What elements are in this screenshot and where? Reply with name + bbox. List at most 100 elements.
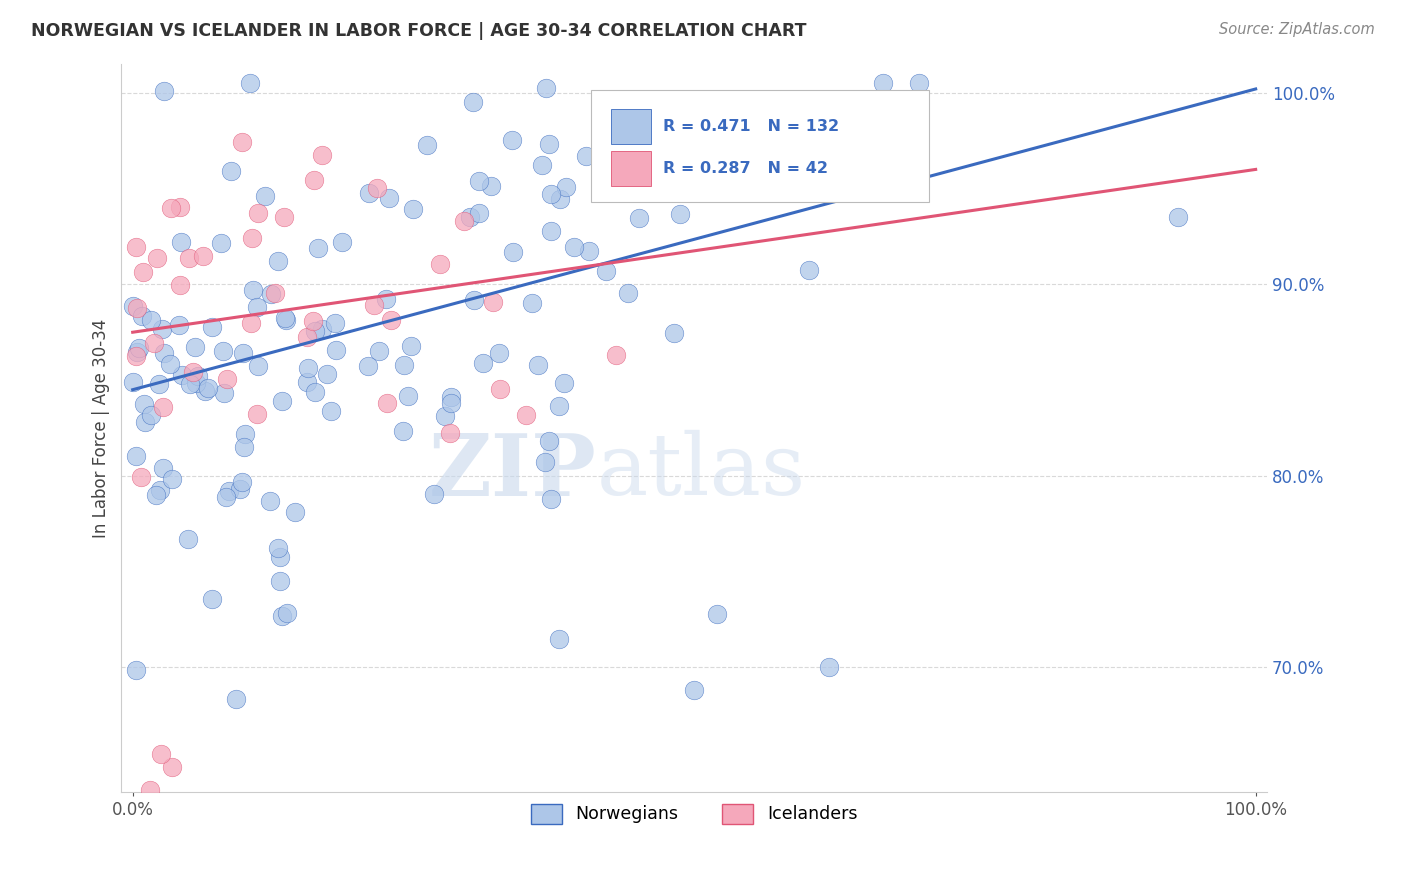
Point — [396, 388, 419, 402]
FancyBboxPatch shape — [591, 89, 929, 202]
Point — [548, 192, 571, 206]
Point — [578, 244, 600, 259]
Point — [471, 356, 494, 370]
Point — [540, 224, 562, 238]
Point — [605, 348, 627, 362]
Point — [439, 425, 461, 440]
Point — [323, 317, 346, 331]
Point — [818, 660, 841, 674]
Point — [276, 606, 298, 620]
Point — [232, 440, 254, 454]
Point — [179, 377, 201, 392]
Text: R = 0.287   N = 42: R = 0.287 N = 42 — [664, 161, 828, 176]
Point — [273, 210, 295, 224]
Point — [271, 609, 294, 624]
Point — [170, 368, 193, 382]
Point — [169, 200, 191, 214]
Point — [159, 357, 181, 371]
Point — [125, 663, 148, 677]
Point — [269, 574, 291, 589]
Point — [439, 396, 461, 410]
Point — [124, 240, 146, 254]
Point — [540, 186, 562, 201]
Point — [218, 483, 240, 498]
Point — [440, 390, 463, 404]
Point — [127, 345, 149, 359]
Point — [515, 408, 537, 422]
Point — [295, 330, 318, 344]
Point — [330, 235, 353, 249]
Point — [247, 359, 270, 373]
Point — [146, 251, 169, 265]
Point — [181, 365, 204, 379]
Point — [128, 341, 150, 355]
Point — [423, 487, 446, 501]
Point — [463, 95, 485, 109]
Point — [186, 368, 208, 383]
Point — [231, 475, 253, 490]
Point — [125, 349, 148, 363]
Point — [458, 210, 481, 224]
Point — [246, 206, 269, 220]
Point — [153, 84, 176, 98]
Point — [321, 404, 343, 418]
Point — [246, 407, 269, 421]
Point — [709, 169, 731, 184]
Point — [530, 158, 553, 172]
Point — [468, 206, 491, 220]
Text: ZIP: ZIP — [429, 430, 596, 514]
Point — [209, 236, 232, 251]
Point — [194, 384, 217, 398]
Point — [575, 149, 598, 163]
Point — [463, 293, 485, 307]
Y-axis label: In Labor Force | Age 30-34: In Labor Force | Age 30-34 — [93, 318, 110, 538]
Point — [242, 283, 264, 297]
Point — [378, 191, 401, 205]
Point — [177, 252, 200, 266]
Point — [797, 263, 820, 277]
Point — [215, 491, 238, 505]
Point — [134, 415, 156, 429]
Point — [260, 287, 283, 301]
Point — [184, 376, 207, 391]
Point — [502, 245, 524, 260]
Point — [357, 359, 380, 373]
Point — [415, 138, 437, 153]
Point — [170, 235, 193, 249]
Point — [1167, 210, 1189, 224]
Point — [138, 783, 160, 797]
Point — [148, 376, 170, 391]
Point — [377, 396, 399, 410]
Point — [212, 386, 235, 401]
Point — [872, 76, 894, 90]
Point — [297, 376, 319, 390]
Point — [366, 181, 388, 195]
Point — [662, 326, 685, 341]
Point — [533, 455, 555, 469]
Point — [501, 133, 523, 147]
Point — [145, 488, 167, 502]
Point — [304, 172, 326, 186]
Point — [548, 399, 571, 413]
Point — [240, 231, 263, 245]
Point — [263, 286, 285, 301]
Point — [823, 168, 845, 182]
Point — [555, 180, 578, 194]
Point — [325, 343, 347, 358]
Point — [307, 242, 329, 256]
Point — [225, 692, 247, 706]
Point — [562, 240, 585, 254]
Point — [429, 257, 451, 271]
Point — [153, 346, 176, 360]
Legend: Norwegians, Icelanders: Norwegians, Icelanders — [523, 797, 865, 830]
Point — [537, 136, 560, 151]
Point — [121, 299, 143, 313]
Point — [482, 294, 505, 309]
Point — [240, 316, 263, 330]
Point — [363, 298, 385, 312]
Point — [274, 311, 297, 326]
Point — [159, 201, 181, 215]
Point — [201, 319, 224, 334]
Point — [167, 318, 190, 333]
Point — [367, 343, 389, 358]
